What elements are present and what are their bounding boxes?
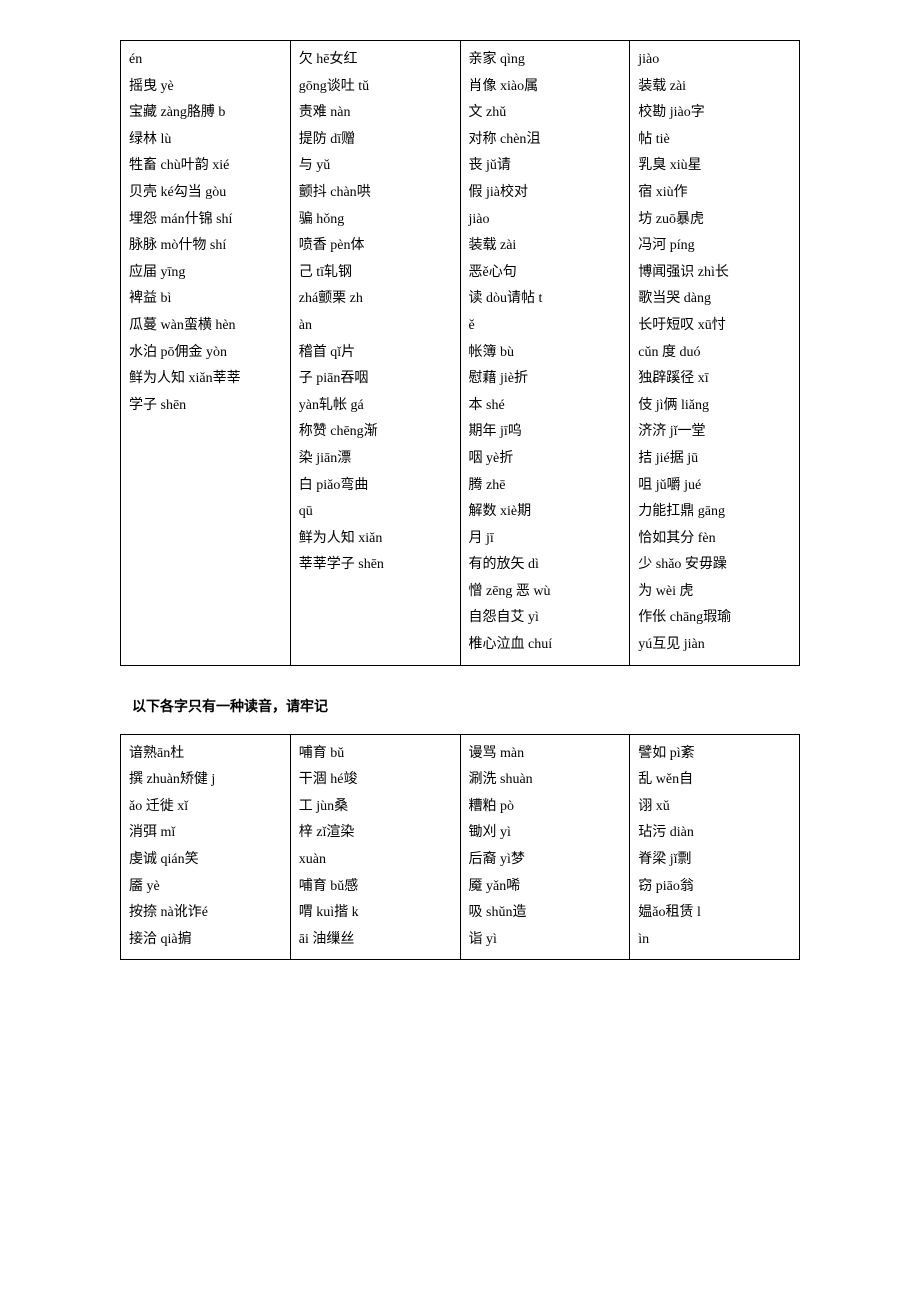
table-2: 谙熟ān杜撰 zhuàn矫健 jǎo 迁徙 xǐ消弭 mǐ虔诚 qián笑靥 y…: [120, 734, 800, 961]
table-row: én摇曳 yè宝藏 zàng胳膊 b绿林 lù牲畜 chù叶韵 xié贝壳 ké…: [121, 41, 800, 666]
cell-2-4: 譬如 pì紊乱 wěn自诩 xǔ玷污 diàn脊梁 jǐ剽窃 piāo翁媪ǎo租…: [630, 734, 800, 960]
cell-1-2: 欠 hē女红gōng谈吐 tǔ责难 nàn提防 dī赠与 yǔ颤抖 chàn哄骗…: [290, 41, 460, 666]
cell-2-1: 谙熟ān杜撰 zhuàn矫健 jǎo 迁徙 xǐ消弭 mǐ虔诚 qián笑靥 y…: [121, 734, 291, 960]
cell-1-1: én摇曳 yè宝藏 zàng胳膊 b绿林 lù牲畜 chù叶韵 xié贝壳 ké…: [121, 41, 291, 666]
table-row: 谙熟ān杜撰 zhuàn矫健 jǎo 迁徙 xǐ消弭 mǐ虔诚 qián笑靥 y…: [121, 734, 800, 960]
cell-1-4: jiào装载 zài校勘 jiào字帖 tiè乳臭 xiù星宿 xiù作坊 zu…: [630, 41, 800, 666]
table-1: én摇曳 yè宝藏 zàng胳膊 b绿林 lù牲畜 chù叶韵 xié贝壳 ké…: [120, 40, 800, 666]
cell-2-3: 谩骂 màn涮洗 shuàn糟粕 pò锄刈 yì后裔 yì梦魇 yǎn唏吸 sh…: [460, 734, 630, 960]
cell-2-2: 哺育 bǔ干涸 hé竣工 jùn桑梓 zǐ渲染xuàn哺育 bǔ感喟 kuì揩 …: [290, 734, 460, 960]
section-title: 以下各字只有一种读音，请牢记: [132, 696, 800, 716]
cell-1-3: 亲家 qìng肖像 xiào属文 zhǔ对称 chèn沮丧 jǔ请假 jià校对…: [460, 41, 630, 666]
